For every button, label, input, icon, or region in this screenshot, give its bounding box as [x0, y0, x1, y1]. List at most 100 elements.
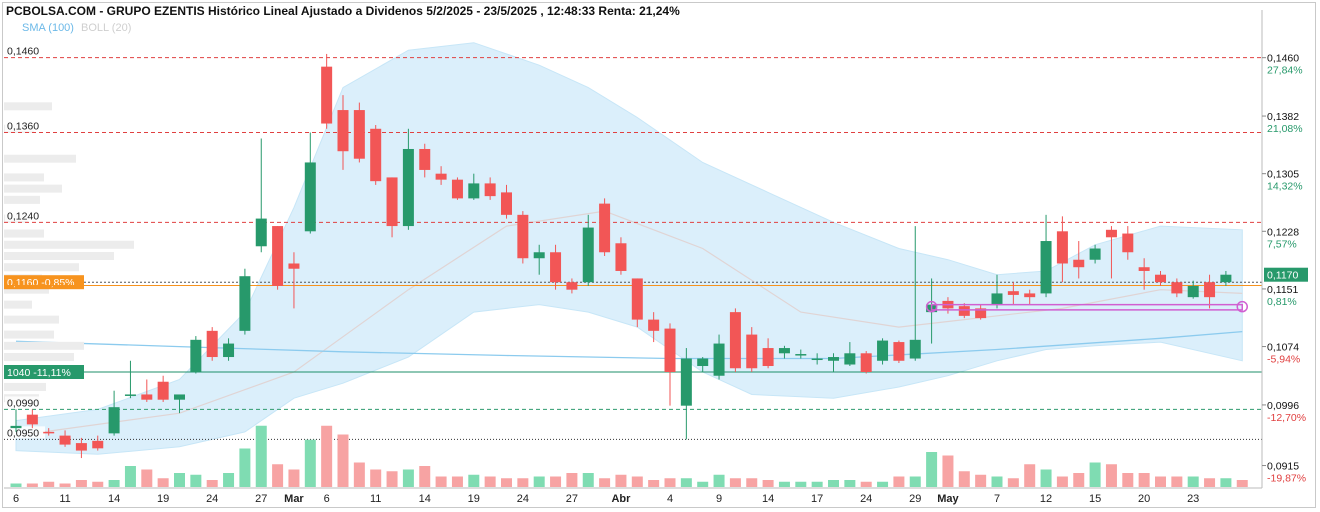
volume-bar [59, 483, 71, 487]
candle-body [124, 394, 136, 396]
candle-body [108, 407, 120, 434]
volume-bar [746, 478, 758, 487]
candle-body [877, 340, 889, 361]
percent-label: 7,57% [1267, 238, 1297, 250]
candle-body [1007, 291, 1019, 295]
x-tick-label: 19 [157, 493, 169, 505]
percent-label: -19,87% [1267, 473, 1306, 485]
volume-bar [778, 481, 790, 487]
candle-body [517, 214, 529, 259]
volume-bar [582, 473, 594, 487]
candle-body [582, 227, 594, 283]
candle-body [1138, 267, 1150, 271]
candle-body [10, 425, 22, 429]
y-tick-label: 0,0996 [1267, 400, 1299, 412]
volume-bar [1171, 476, 1183, 487]
candle-body [795, 354, 807, 356]
candle-body [697, 358, 709, 367]
candle-body [1204, 282, 1216, 298]
candle-body [435, 173, 447, 180]
volume-bar [92, 481, 104, 487]
volume-bar [1073, 473, 1085, 487]
candle-body [680, 358, 692, 406]
candle-body [206, 330, 218, 358]
candle-body [141, 394, 153, 400]
x-tick-label: 24 [517, 493, 529, 505]
candle-body [860, 353, 872, 372]
candle-body [664, 328, 676, 372]
candle-body [533, 252, 545, 259]
volume-bar [1105, 464, 1117, 487]
candle-body [550, 252, 562, 283]
volume-bar [1056, 476, 1068, 487]
candle-body [1171, 282, 1183, 294]
candle-body [370, 128, 382, 182]
candle-body [75, 443, 87, 451]
volume-bar [386, 471, 398, 487]
candle-body [729, 312, 741, 369]
candle-body [386, 177, 398, 227]
volume-bar [402, 469, 414, 487]
volume-bar [1089, 462, 1101, 487]
volume-bar [844, 480, 856, 487]
legend-boll[interactable]: BOLL (20) [81, 22, 132, 34]
volume-bar [255, 425, 267, 487]
candle-body [631, 278, 643, 320]
candle-body [713, 343, 725, 376]
level-label-bg [4, 365, 84, 379]
candle-body [484, 183, 496, 197]
candle-body [304, 162, 316, 232]
candle-body [828, 357, 839, 361]
candle-body [337, 110, 349, 152]
level-label: 0,0990 [7, 397, 39, 409]
candle-body [1122, 233, 1134, 253]
volume-bar [860, 481, 872, 487]
volume-bar [419, 466, 431, 487]
volume-profile-bar [4, 382, 46, 391]
candle-body [1024, 293, 1036, 298]
x-tick-label: 20 [1138, 493, 1150, 505]
level-label: 0,1240 [7, 210, 39, 222]
volume-profile-bar [4, 229, 44, 238]
percent-label: -12,70% [1267, 412, 1306, 424]
x-tick-label: 14 [762, 493, 774, 505]
candle-body [419, 148, 431, 170]
volume-profile-bar [4, 195, 40, 204]
volume-bar [501, 478, 512, 487]
volume-bar [680, 478, 692, 487]
candle-body [1089, 248, 1101, 260]
x-tick-label: 9 [716, 493, 722, 505]
volume-bar [1138, 473, 1150, 487]
volume-profile-bar [4, 315, 59, 324]
candle-body [909, 339, 921, 359]
volume-profile-bar [4, 263, 79, 272]
volume-bar [174, 473, 185, 487]
level-label-bg [5, 396, 45, 409]
y-tick-label: 0,0915 [1267, 461, 1299, 473]
volume-bar [75, 480, 87, 487]
volume-bar [451, 476, 463, 487]
indicator-legend[interactable]: SMA (100) BOLL (20) [22, 22, 131, 34]
percent-label: 0,81% [1267, 296, 1297, 308]
x-tick-label: 24 [860, 493, 872, 505]
x-tick-label: 24 [206, 493, 218, 505]
volume-bar [713, 474, 725, 487]
x-tick-label: Mar [284, 493, 304, 505]
volume-bar [206, 480, 218, 487]
legend-sma[interactable]: SMA (100) [22, 22, 74, 34]
candle-body [599, 203, 611, 253]
candle-body [353, 110, 365, 159]
volume-bar [811, 481, 823, 487]
x-tick-label: 15 [1089, 493, 1101, 505]
candle-body [272, 226, 284, 286]
y-tick-label: 0,1151 [1267, 284, 1298, 296]
volume-bar [697, 481, 709, 487]
candle-body [746, 334, 758, 369]
level-label-bg [5, 426, 45, 439]
last-price-bg [1264, 267, 1308, 282]
candle-body [1073, 259, 1085, 268]
volume-bar [1122, 473, 1134, 487]
y-tick-label: 0,1382 [1267, 111, 1299, 123]
volume-bar [1024, 464, 1036, 487]
